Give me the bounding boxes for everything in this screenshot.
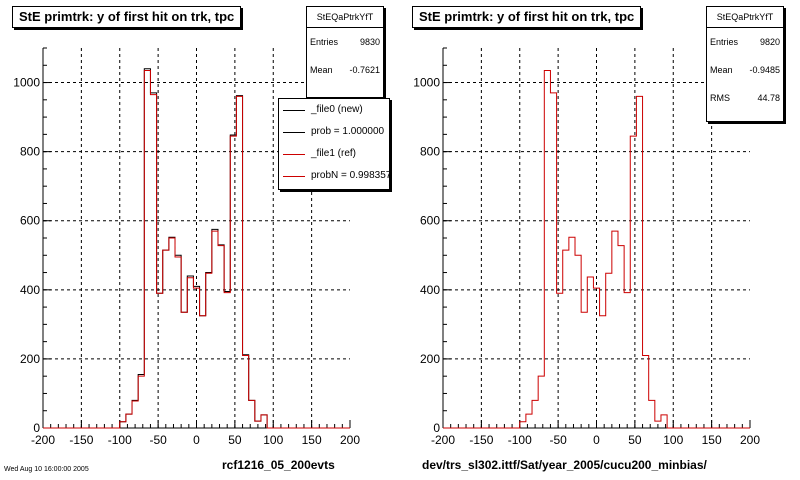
legend-label: probN = 0.998357 (311, 170, 390, 181)
right-stats-mean-value: -0.9485 (749, 65, 780, 75)
legend-swatch (283, 110, 305, 111)
left-y-tick-label: 800 (20, 145, 40, 159)
left-chart-title: StE primtrk: y of first hit on trk, tpc (12, 6, 242, 28)
left-y-tick-label: 600 (20, 214, 40, 228)
left-x-tick-label: -50 (149, 433, 167, 447)
left-x-tick-label: -150 (69, 433, 93, 447)
left-histogram-series (43, 69, 350, 429)
footer-timestamp: Wed Aug 10 16:00:00 2005 (4, 466, 89, 473)
left-stats-row-entries: Entries 9830 (307, 28, 383, 56)
left-stats-mean-value: -0.7621 (349, 65, 380, 75)
right-x-tick-label: 100 (663, 433, 683, 447)
right-x-tick-label: 200 (740, 433, 760, 447)
right-stats-name: StEQaPtrkYfT (707, 7, 783, 28)
right-x-tick-label: -100 (508, 433, 532, 447)
right-x-tick-label: -150 (469, 433, 493, 447)
right-x-tick-label: 150 (702, 433, 722, 447)
right-stats-row-entries: Entries 9820 (707, 28, 783, 56)
left-stats-name: StEQaPtrkYfT (307, 7, 383, 28)
legend-swatch (283, 132, 305, 133)
right-y-tick-label: 1000 (413, 76, 440, 90)
left-stats-box: StEQaPtrkYfT Entries 9830 Mean -0.7621 (306, 6, 384, 98)
left-x-axis-label: rcf1216_05_200evts (222, 458, 335, 472)
left-y-tick-label: 1000 (13, 76, 40, 90)
left-stats-mean-label: Mean (310, 65, 333, 75)
right-x-tick-label: -200 (431, 433, 455, 447)
left-x-tick-label: 0 (193, 433, 200, 447)
left-legend-box: _file0 (new) prob = 1.000000 _file1 (ref… (278, 98, 390, 190)
left-x-tick-label: -100 (108, 433, 132, 447)
right-y-tick-label: 0 (433, 421, 440, 435)
left-x-tick-label: -200 (31, 433, 55, 447)
right-chart-title: StE primtrk: y of first hit on trk, tpc (412, 6, 642, 28)
right-y-tick-label: 800 (420, 145, 440, 159)
left-y-tick-label: 200 (20, 352, 40, 366)
left-stats-entries-label: Entries (310, 37, 339, 47)
left-y-tick-label: 400 (20, 283, 40, 297)
left-y-tick-label: 0 (33, 421, 40, 435)
right-stats-entries-label: Entries (710, 37, 739, 47)
left-x-tick-label: 150 (302, 433, 322, 447)
legend-entry: prob = 1.000000 (279, 121, 389, 143)
legend-entry: _file0 (new) (279, 99, 389, 121)
right-stats-row-mean: Mean -0.9485 (707, 56, 783, 84)
right-y-tick-label: 400 (420, 283, 440, 297)
right-x-tick-label: 50 (628, 433, 642, 447)
right-stats-mean-label: Mean (710, 65, 733, 75)
legend-swatch (283, 176, 305, 177)
left-x-tick-label: 100 (263, 433, 283, 447)
left-stats-entries-value: 9830 (359, 37, 380, 47)
legend-swatch (283, 154, 305, 155)
right-y-tick-label: 600 (420, 214, 440, 228)
right-stats-entries-value: 9820 (759, 37, 780, 47)
legend-entry: _file1 (ref) (279, 143, 389, 165)
legend-label: prob = 1.000000 (311, 126, 385, 137)
right-x-axis-label: dev/trs_sl302.ittf/Sat/year_2005/cucu200… (422, 458, 707, 472)
legend-label: _file1 (ref) (311, 148, 357, 159)
legend-entry: probN = 0.998357 (279, 165, 389, 187)
right-x-tick-label: 0 (593, 433, 600, 447)
right-y-tick-label: 200 (420, 352, 440, 366)
right-stats-box: StEQaPtrkYfT Entries 9820 Mean -0.9485 R… (706, 6, 784, 122)
legend-label: _file0 (new) (311, 104, 363, 115)
left-x-tick-label: 200 (340, 433, 360, 447)
right-histogram-series (443, 69, 750, 429)
left-x-tick-label: 50 (228, 433, 242, 447)
right-stats-rms-value: 44.78 (757, 93, 780, 103)
left-stats-row-mean: Mean -0.7621 (307, 56, 383, 84)
right-stats-row-rms: RMS 44.78 (707, 84, 783, 112)
right-stats-rms-label: RMS (710, 93, 730, 103)
right-x-tick-label: -50 (549, 433, 567, 447)
